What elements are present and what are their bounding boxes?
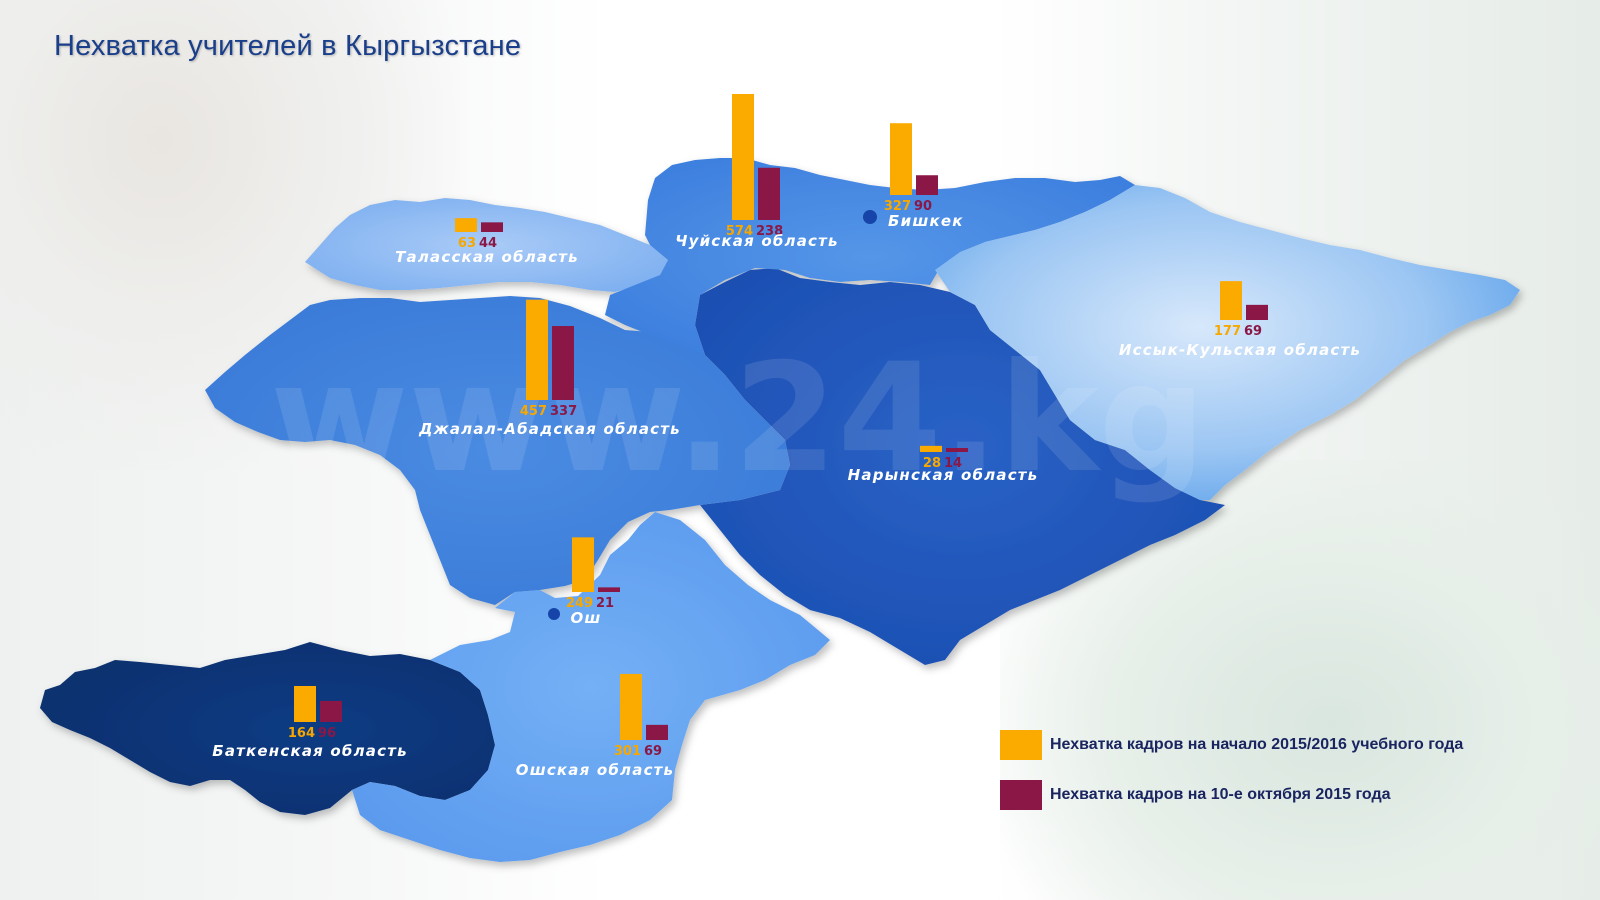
bar-chui-start-of-year [732, 94, 754, 220]
bar-naryn-start-of-year [920, 445, 942, 452]
label-talas: Таласская область [395, 248, 579, 266]
value-bishkek-start-of-year: 327 [884, 199, 911, 214]
label-osh_region: Ошская область [516, 761, 675, 779]
legend-item-start-of-year: Нехватка кадров на начало 2015/2016 учеб… [1000, 730, 1463, 760]
value-issyk_kul-october-10: 69 [1244, 324, 1262, 339]
value-chui-start-of-year: 574 [726, 224, 753, 239]
bar-osh_city-october-10 [598, 587, 620, 592]
region-jalal-abad [205, 296, 790, 605]
value-jalal_abad-start-of-year: 457 [520, 404, 547, 419]
legend-item-october-10: Нехватка кадров на 10-е октября 2015 год… [1000, 780, 1463, 810]
label-bishkek: Бишкек [888, 212, 964, 230]
watermark: www.24.kg [270, 332, 1206, 506]
bar-chui-october-10 [758, 167, 780, 220]
bar-issyk_kul-start-of-year [1220, 281, 1242, 320]
label-jalal_abad: Джалал-Абадская область [418, 420, 681, 438]
bar-issyk_kul-october-10 [1246, 304, 1268, 320]
value-naryn-start-of-year: 28 [923, 456, 941, 471]
legend: Нехватка кадров на начало 2015/2016 учеб… [1000, 730, 1463, 830]
value-batken-start-of-year: 164 [288, 726, 315, 741]
value-issyk_kul-start-of-year: 177 [1214, 324, 1241, 339]
legend-label-start-of-year: Нехватка кадров на начало 2015/2016 учеб… [1050, 736, 1464, 753]
label-chui: Чуйская область [675, 232, 838, 250]
region-issyk-kul [935, 185, 1520, 500]
bar-batken-october-10 [320, 700, 342, 722]
value-jalal_abad-october-10: 337 [550, 404, 577, 419]
value-chui-october-10: 238 [756, 224, 783, 239]
bar-jalal_abad-start-of-year [526, 299, 548, 400]
legend-swatch-october-10 [1000, 780, 1042, 810]
value-bishkek-october-10: 90 [914, 199, 932, 214]
region-talas [305, 198, 668, 292]
value-talas-start-of-year: 63 [458, 236, 476, 251]
label-batken: Баткенская область [212, 742, 408, 760]
legend-label-october-10: Нехватка кадров на 10-е октября 2015 год… [1050, 786, 1391, 803]
osh-marker [548, 608, 560, 620]
region-osh [352, 512, 830, 862]
bar-talas-october-10 [481, 222, 503, 232]
bar-jalal_abad-october-10 [552, 326, 574, 400]
label-osh_city: Ош [570, 609, 601, 627]
label-naryn: Нарынская область [848, 466, 1039, 484]
legend-swatch-start-of-year [1000, 730, 1042, 760]
region-batken [40, 642, 495, 815]
value-osh_region-october-10: 69 [644, 744, 662, 759]
value-osh_region-start-of-year: 301 [614, 744, 641, 759]
bar-osh_region-october-10 [646, 724, 668, 740]
bar-naryn-october-10 [946, 448, 968, 452]
value-batken-october-10: 96 [318, 726, 336, 741]
bar-batken-start-of-year [294, 686, 316, 722]
bishkek-marker [863, 210, 877, 224]
value-osh_city-start-of-year: 249 [566, 596, 593, 611]
bar-bishkek-start-of-year [890, 123, 912, 195]
value-naryn-october-10: 14 [944, 456, 962, 471]
bar-bishkek-october-10 [916, 175, 938, 195]
bar-osh_region-start-of-year [620, 673, 642, 740]
bar-talas-start-of-year [455, 218, 477, 232]
bar-osh_city-start-of-year [572, 537, 594, 592]
value-osh_city-october-10: 21 [596, 596, 614, 611]
value-talas-october-10: 44 [479, 236, 497, 251]
page-title: Нехватка учителей в Кыргызстане [54, 30, 522, 62]
region-naryn [695, 268, 1225, 665]
label-issyk_kul: Иссык-Кульская область [1119, 341, 1361, 359]
